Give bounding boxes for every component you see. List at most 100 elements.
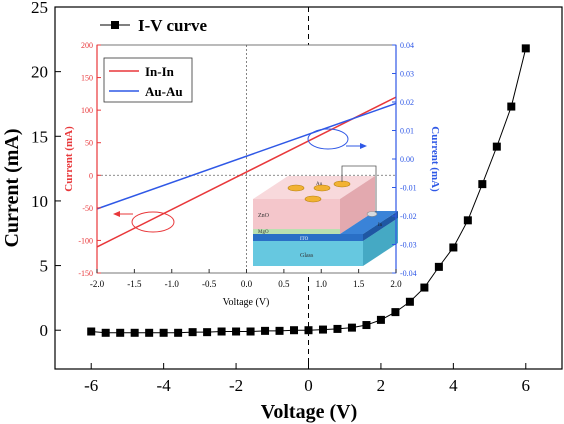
ito-layer-top (340, 211, 398, 234)
inset-left-y-tick-label-4: 50 (85, 139, 93, 148)
main-legend-marker (111, 21, 119, 29)
iv-point-10 (232, 327, 241, 336)
inset-right-y-tick-label-8: 0.04 (400, 41, 414, 50)
main-ylabel: Current (mA) (1, 128, 23, 247)
main-xlabel: Voltage (V) (261, 401, 357, 423)
left-axis-indicator (113, 211, 175, 233)
inset-x-tick-label-4: 0.0 (241, 279, 253, 289)
main-legend-label: I-V curve (138, 16, 208, 35)
iv-point-0 (87, 327, 96, 336)
inset-left-y-tick-label-6: 150 (81, 74, 93, 83)
probe-wire (341, 165, 377, 212)
main-x-tick-label-5: 4 (449, 376, 458, 395)
main-x-tick-label-1: -4 (157, 376, 172, 395)
iv-point-16 (318, 325, 327, 334)
inset-right-y-tick-label-4: 0.00 (400, 155, 414, 164)
inset-right-ylabel: Current (mA) (429, 126, 441, 192)
mgo-label: MgO (258, 230, 269, 235)
zno-layer-side (340, 176, 375, 234)
iv-point-24 (434, 262, 443, 271)
main-x-tick-label-2: -2 (229, 376, 243, 395)
right-axis-indicator (307, 128, 367, 150)
au-electrode-2 (313, 184, 331, 192)
main-x-tick-label-0: -6 (84, 376, 98, 395)
au-electrode-1 (287, 184, 305, 192)
au-electrode-3 (304, 195, 322, 203)
in-electrode (366, 211, 378, 217)
glass-layer-front (253, 241, 363, 266)
iv-point-15 (304, 326, 313, 335)
right-axis-arrowhead (360, 143, 367, 149)
inset-left-y-tick-label-5: 100 (81, 106, 93, 115)
glass-label: Glass (300, 253, 314, 259)
iv-point-6 (174, 328, 183, 337)
inset-right-y-tick-label-1: -0.03 (400, 241, 417, 250)
inset-left-y-tick-label-3: 0 (89, 171, 93, 180)
inset-right-y-tick-label-2: -0.02 (400, 212, 417, 221)
iv-point-18 (347, 323, 356, 332)
au-au-line (96, 102, 397, 210)
iv-point-25 (449, 243, 458, 252)
iv-point-21 (391, 308, 400, 317)
iv-point-7 (188, 328, 197, 337)
main-y-tick-label-4: 20 (31, 63, 48, 82)
main-y-tick-label-3: 15 (31, 127, 48, 146)
main-y-ticks: 0 5 10 15 20 25 (31, 0, 61, 340)
inset-right-y-ticks: -0.04 -0.03 -0.02 -0.01 0.00 0.01 0.02 0.03 0.04 (392, 41, 417, 278)
mgo-layer-front (253, 229, 340, 234)
iv-point-22 (405, 297, 414, 306)
inset-left-y-tick-label-2: -50 (82, 204, 93, 213)
ito-layer-front (253, 234, 363, 241)
iv-point-2 (116, 328, 125, 337)
left-axis-arrowhead (113, 211, 120, 217)
iv-point-23 (420, 283, 429, 292)
glass-layer-side (363, 218, 398, 266)
zno-label: ZnO (258, 213, 270, 219)
ito-label: ITO (300, 237, 309, 242)
main-y-tick-label-1: 5 (40, 257, 49, 276)
inset-x-ticks: -2.0 -1.5 -1.0 -0.5 0.0 0.5 1.0 1.5 2.0 (90, 269, 402, 289)
inset-x-tick-label-3: -0.5 (202, 279, 217, 289)
inset-right-y-tick-label-7: 0.03 (400, 70, 414, 79)
iv-point-17 (333, 324, 342, 333)
inset-left-y-tick-label-7: 200 (81, 41, 93, 50)
in-in-legend-label: In-In (145, 64, 175, 79)
iv-point-30 (521, 44, 530, 53)
iv-point-11 (246, 327, 255, 336)
main-y-tick-label-2: 10 (31, 192, 48, 211)
inset-x-tick-label-2: -1.0 (165, 279, 180, 289)
iv-point-9 (217, 327, 226, 336)
iv-point-3 (130, 328, 139, 337)
in-label: In (378, 223, 383, 228)
main-x-tick-label-6: 6 (522, 376, 531, 395)
inset-x-tick-label-7: 1.5 (353, 279, 365, 289)
inset-x-tick-label-1: -1.5 (127, 279, 142, 289)
inset-left-y-tick-label-1: -100 (78, 236, 93, 245)
iv-point-28 (492, 142, 501, 151)
iv-point-29 (507, 102, 516, 111)
right-axis-indicator-ellipse (307, 128, 349, 150)
main-legend: I-V curve (100, 16, 208, 35)
main-y-tick-label-0: 0 (40, 321, 49, 340)
iv-point-1 (101, 328, 110, 337)
main-x-tick-label-4: 2 (377, 376, 386, 395)
inset-x-tick-label-8: 2.0 (390, 279, 402, 289)
inset-left-y-tick-label-0: -150 (78, 269, 93, 278)
main-x-tick-label-3: 0 (304, 376, 313, 395)
iv-point-14 (290, 326, 299, 335)
main-x-ticks: -6 -4 -2 0 2 4 6 (84, 363, 530, 395)
inset-right-y-tick-label-5: 0.01 (400, 127, 414, 136)
iv-point-20 (376, 315, 385, 324)
au-label: Au (316, 182, 323, 187)
iv-curve-points (87, 44, 530, 337)
inset-x-tick-label-6: 1.0 (316, 279, 328, 289)
inset-left-ylabel: Current (mA) (63, 126, 75, 192)
iv-point-8 (203, 328, 212, 337)
iv-point-5 (159, 328, 168, 337)
iv-point-27 (478, 180, 487, 189)
main-y-tick-label-5: 25 (31, 0, 48, 17)
inset-left-y-ticks: -150 -100 -50 0 50 100 150 200 (78, 41, 101, 278)
left-axis-indicator-ellipse (131, 211, 175, 233)
inset-legend: In-In Au-Au (103, 57, 193, 103)
iv-point-26 (463, 216, 472, 225)
